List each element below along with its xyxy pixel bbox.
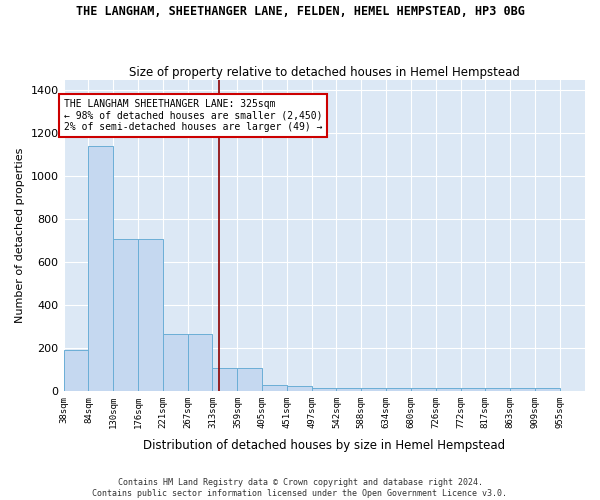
Bar — [461, 388, 486, 392]
Y-axis label: Number of detached properties: Number of detached properties — [15, 148, 25, 323]
Bar — [88, 146, 113, 392]
Bar — [361, 388, 386, 392]
Bar — [337, 388, 361, 392]
Bar — [312, 388, 337, 392]
Bar — [510, 388, 535, 392]
Text: THE LANGHAM, SHEETHANGER LANE, FELDEN, HEMEL HEMPSTEAD, HP3 0BG: THE LANGHAM, SHEETHANGER LANE, FELDEN, H… — [76, 5, 524, 18]
Bar — [485, 388, 510, 392]
X-axis label: Distribution of detached houses by size in Hemel Hempstead: Distribution of detached houses by size … — [143, 440, 505, 452]
Title: Size of property relative to detached houses in Hemel Hempstead: Size of property relative to detached ho… — [129, 66, 520, 78]
Bar — [113, 238, 138, 392]
Bar — [287, 386, 312, 392]
Bar — [535, 388, 560, 392]
Bar — [188, 334, 212, 392]
Bar — [262, 386, 287, 392]
Bar — [212, 368, 238, 392]
Bar — [411, 388, 436, 392]
Bar — [138, 238, 163, 392]
Bar — [64, 350, 88, 392]
Text: Contains HM Land Registry data © Crown copyright and database right 2024.
Contai: Contains HM Land Registry data © Crown c… — [92, 478, 508, 498]
Bar — [163, 334, 188, 392]
Bar — [238, 368, 262, 392]
Bar — [436, 388, 461, 392]
Text: THE LANGHAM SHEETHANGER LANE: 325sqm
← 98% of detached houses are smaller (2,450: THE LANGHAM SHEETHANGER LANE: 325sqm ← 9… — [64, 99, 323, 132]
Bar — [386, 388, 411, 392]
